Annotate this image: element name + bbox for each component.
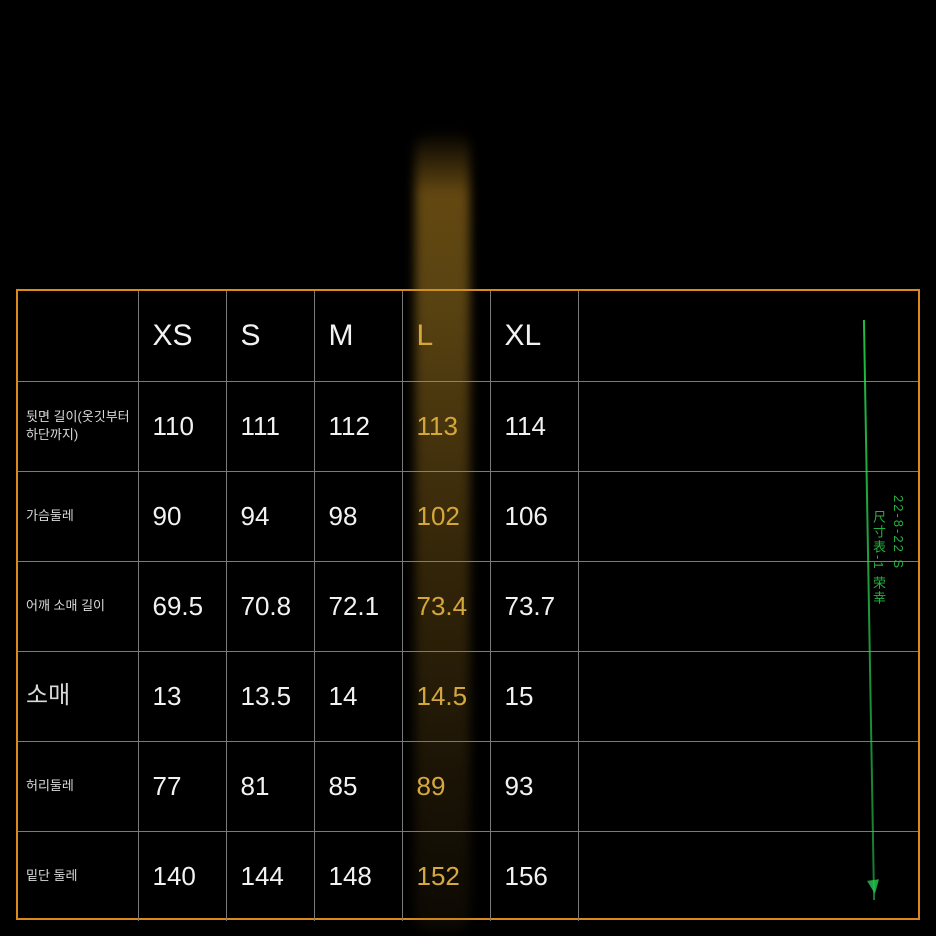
row-label: 어깨 소매 길이	[18, 561, 138, 651]
header-empty	[578, 291, 918, 381]
header-s: S	[226, 291, 314, 381]
cell: 85	[314, 741, 402, 831]
header-xs: XS	[138, 291, 226, 381]
cell: 111	[226, 381, 314, 471]
cell: 114	[490, 381, 578, 471]
header-xl: XL	[490, 291, 578, 381]
size-chart-table: XS S M L XL 뒷면 길이(옷깃부터 하단까지) 110 111 112…	[18, 291, 918, 921]
cell: 113	[402, 381, 490, 471]
cell: 110	[138, 381, 226, 471]
cell: 98	[314, 471, 402, 561]
cell: 15	[490, 651, 578, 741]
cell: 140	[138, 831, 226, 921]
cell-empty	[578, 651, 918, 741]
cell: 81	[226, 741, 314, 831]
cell-empty	[578, 831, 918, 921]
table-row: 뒷면 길이(옷깃부터 하단까지) 110 111 112 113 114	[18, 381, 918, 471]
cell: 152	[402, 831, 490, 921]
cell: 73.7	[490, 561, 578, 651]
cell: 72.1	[314, 561, 402, 651]
cell: 13.5	[226, 651, 314, 741]
table-row: 허리둘레 77 81 85 89 93	[18, 741, 918, 831]
cell: 144	[226, 831, 314, 921]
cell-empty	[578, 471, 918, 561]
cell: 69.5	[138, 561, 226, 651]
cell: 14.5	[402, 651, 490, 741]
stage: 22-8-22 S 尺寸表-1 荣幸 XS S M L XL 뒷면 길이(옷깃부…	[0, 0, 936, 936]
cell: 70.8	[226, 561, 314, 651]
cell: 106	[490, 471, 578, 561]
size-chart-container: XS S M L XL 뒷면 길이(옷깃부터 하단까지) 110 111 112…	[16, 289, 920, 920]
row-label: 가슴둘레	[18, 471, 138, 561]
cell: 93	[490, 741, 578, 831]
vertical-annotation-1: 22-8-22 S	[891, 495, 906, 570]
cell: 89	[402, 741, 490, 831]
vertical-annotation-2: 尺寸表-1 荣幸	[869, 510, 888, 606]
cell: 14	[314, 651, 402, 741]
cell: 148	[314, 831, 402, 921]
cell: 102	[402, 471, 490, 561]
cell: 90	[138, 471, 226, 561]
cell: 156	[490, 831, 578, 921]
cell: 13	[138, 651, 226, 741]
table-row: 소매 13 13.5 14 14.5 15	[18, 651, 918, 741]
header-m: M	[314, 291, 402, 381]
table-row: 밑단 둘레 140 144 148 152 156	[18, 831, 918, 921]
row-label: 소매	[18, 651, 138, 741]
row-label: 밑단 둘레	[18, 831, 138, 921]
cell: 94	[226, 471, 314, 561]
cell: 77	[138, 741, 226, 831]
green-arrow-icon	[867, 879, 881, 895]
cell-empty	[578, 381, 918, 471]
cell: 112	[314, 381, 402, 471]
table-header-row: XS S M L XL	[18, 291, 918, 381]
cell-empty	[578, 741, 918, 831]
row-label: 허리둘레	[18, 741, 138, 831]
table-row: 어깨 소매 길이 69.5 70.8 72.1 73.4 73.7	[18, 561, 918, 651]
cell-empty	[578, 561, 918, 651]
table-row: 가슴둘레 90 94 98 102 106	[18, 471, 918, 561]
row-label: 뒷면 길이(옷깃부터 하단까지)	[18, 381, 138, 471]
header-l: L	[402, 291, 490, 381]
cell: 73.4	[402, 561, 490, 651]
header-blank	[18, 291, 138, 381]
